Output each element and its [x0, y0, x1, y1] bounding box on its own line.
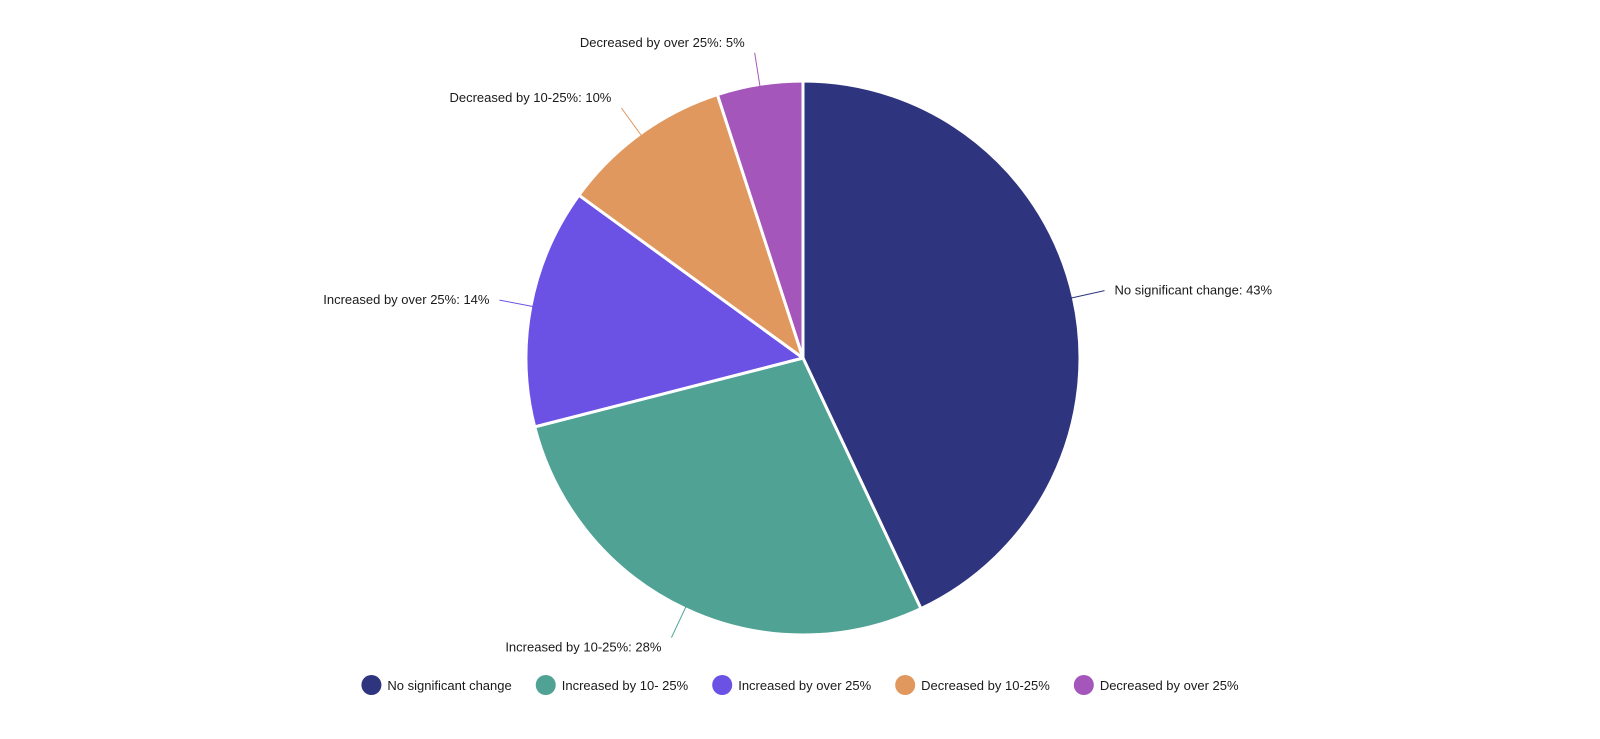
leader-line-increased-by-10-25	[670, 602, 689, 638]
legend-swatch-decreased-by-10-25	[895, 675, 916, 695]
slice-label-decreased-by-over-25: Decreased by over 25%: 5%	[580, 35, 745, 50]
legend-label-increased-by-over-25: Increased by over 25%	[738, 678, 871, 693]
slice-label-decreased-by-10-25: Decreased by 10-25%: 10%	[449, 90, 611, 105]
slice-label-increased-by-over-25: Increased by over 25%: 14%	[323, 292, 490, 307]
legend: No significant change Increased by 10- 25…	[361, 675, 1239, 695]
legend-label-decreased-by-over-25: Decreased by over 25%	[1100, 678, 1239, 693]
legend-label-no-significant-change: No significant change	[387, 678, 511, 693]
legend-item-decreased-by-10-25: Decreased by 10-25%	[895, 675, 1050, 695]
legend-item-decreased-by-over-25: Decreased by over 25%	[1073, 675, 1239, 695]
legend-label-increased-by-10-25: Increased by 10- 25%	[562, 678, 689, 693]
slice-label-no-significant-change: No significant change: 43%	[1115, 283, 1273, 298]
leader-line-decreased-by-over-25	[754, 52, 762, 91]
leader-line-no-significant-change	[1067, 290, 1105, 300]
slice-labels: No significant change: 43% Increased by 1…	[323, 35, 1272, 655]
leader-line-decreased-by-10-25	[620, 107, 645, 140]
legend-swatch-no-significant-change	[361, 675, 382, 695]
slice-label-increased-by-10-25: Increased by 10-25%: 28%	[505, 640, 662, 655]
legend-item-increased-by-over-25: Increased by over 25%	[712, 675, 872, 695]
legend-swatch-increased-by-over-25	[712, 675, 733, 695]
legend-swatch-decreased-by-over-25	[1073, 675, 1094, 695]
legend-item-increased-by-10-25: Increased by 10- 25%	[535, 675, 689, 695]
slice-label-leaders	[499, 52, 1105, 638]
legend-swatch-increased-by-10-25	[535, 675, 556, 695]
legend-item-no-significant-change: No significant change	[361, 675, 512, 695]
leader-line-increased-by-over-25	[499, 299, 537, 308]
legend-label-decreased-by-10-25: Decreased by 10-25%	[921, 678, 1050, 693]
pie-slices	[524, 79, 1082, 637]
